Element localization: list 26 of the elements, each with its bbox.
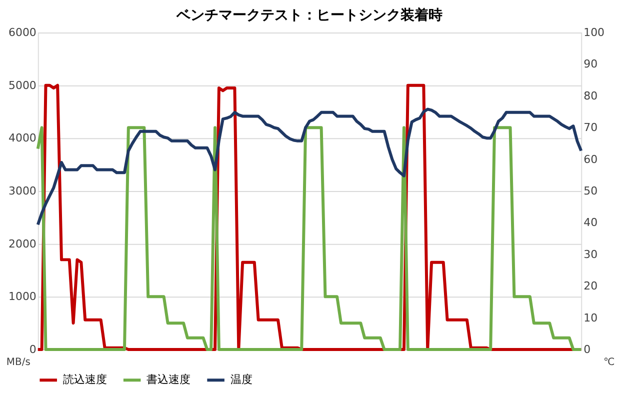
y2-tick-label: 50 xyxy=(584,184,598,198)
y2-tick-label: 40 xyxy=(584,216,598,230)
y-tick-label: 0 xyxy=(29,342,36,356)
y2-tick-label: 80 xyxy=(584,89,598,102)
y2-tick-label: 30 xyxy=(584,248,598,261)
y2-tick-label: 20 xyxy=(584,280,598,293)
y2-tick-label: 70 xyxy=(584,121,598,134)
y2-tick-label: 100 xyxy=(584,26,605,40)
line-series xyxy=(36,126,583,351)
y-tick-label: 2000 xyxy=(8,237,36,250)
y-tick-label: 5000 xyxy=(8,78,36,92)
y2-tick-label: 90 xyxy=(584,58,598,71)
y2-tick-label: 10 xyxy=(584,311,598,324)
y-tick-label: 4000 xyxy=(8,132,36,145)
y-tick-label: 6000 xyxy=(8,26,36,40)
legend-label: 温度 xyxy=(230,373,252,386)
y2-tick-label: 60 xyxy=(584,152,598,166)
y-axis-title: MB/s xyxy=(6,356,30,368)
line-series xyxy=(36,108,583,226)
y-tick-label: 3000 xyxy=(8,184,36,198)
chart-title: ベンチマークテスト：ヒートシンク装着時 xyxy=(176,6,442,24)
legend-label: 書込速度 xyxy=(146,373,191,386)
y-tick-label: 1000 xyxy=(8,290,36,304)
y2-tick-label: 0 xyxy=(584,342,591,356)
legend-label: 読込速度 xyxy=(62,373,107,386)
y2-axis-title: ℃ xyxy=(604,356,615,368)
